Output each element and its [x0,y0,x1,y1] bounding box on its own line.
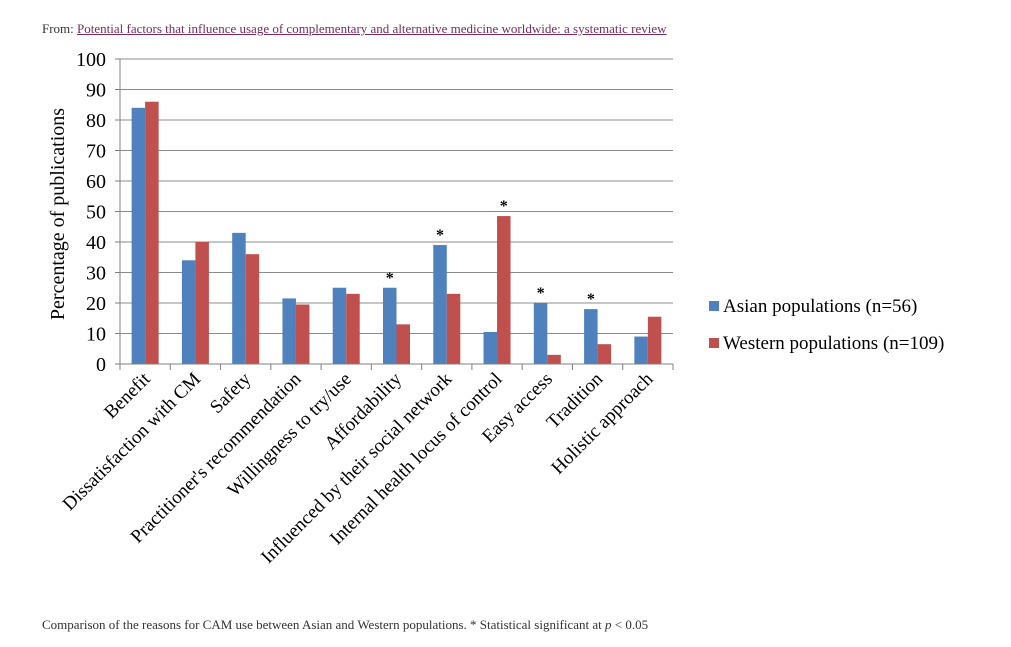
significance-marker: * [587,291,595,308]
bar-western [497,216,511,364]
bar-asian [584,309,598,364]
y-tick-label: 20 [86,293,106,315]
bar-asian [131,107,146,365]
y-tick-label: 10 [86,324,106,346]
bar-asian [483,331,498,364]
source-prefix: From: [42,21,74,36]
legend-label: Asian populations (n=56) [723,296,917,317]
y-tick-labels: 0 10 20 30 40 50 60 70 80 90 100 [76,49,106,376]
y-tick-label: 90 [86,80,106,102]
y-axis-label: Percentage of publications [47,108,69,320]
bar-western [346,293,360,364]
bar-western [597,344,612,364]
y-tick-label: 30 [86,263,106,285]
y-tick-label: 60 [86,171,106,193]
significance-marker: * [537,285,545,302]
y-tick-label: 70 [86,141,106,163]
bars [131,101,662,365]
legend: Asian populations (n=56) Western populati… [709,296,944,354]
figure-caption: Comparison of the reasons for CAM use be… [42,617,648,633]
bar-western [295,304,310,364]
significance-marker: * [386,270,394,287]
caption-text: Comparison of the reasons for CAM use be… [42,617,602,632]
significance-marker: * [436,227,444,244]
bar-asian [533,303,548,364]
y-tick-label: 100 [76,49,106,71]
source-line: From: Potential factors that influence u… [42,21,667,37]
bar-asian [282,298,296,364]
bar-chart: 0 10 20 30 40 50 60 70 80 90 100 BenefitDissatisfa… [47,49,944,568]
bar-asian [232,232,246,364]
y-tick-label: 0 [96,354,106,376]
bar-asian [181,260,196,364]
significance-markers: * * * * * [386,198,595,308]
bar-asian [433,245,447,364]
y-tick-label: 50 [86,202,106,224]
legend-swatch [709,338,719,348]
y-tick-label: 40 [86,232,106,254]
source-article-link[interactable]: Potential factors that influence usage o… [77,21,667,36]
bar-western [647,316,662,364]
gridlines [120,58,673,334]
bar-western [245,254,260,364]
significance-marker: * [500,198,508,215]
bar-western [547,354,561,364]
bar-asian [383,287,397,364]
axes [115,58,674,370]
bar-western [396,324,410,364]
legend-swatch [709,301,719,311]
bar-asian [332,287,347,364]
bar-western [446,293,461,364]
bar-western [195,242,209,364]
y-tick-label: 80 [86,110,106,132]
bar-western [145,101,159,364]
caption-threshold: < 0.05 [614,617,649,632]
bar-asian [634,336,648,364]
legend-label: Western populations (n=109) [723,333,944,354]
caption-p-symbol: p [605,617,612,632]
